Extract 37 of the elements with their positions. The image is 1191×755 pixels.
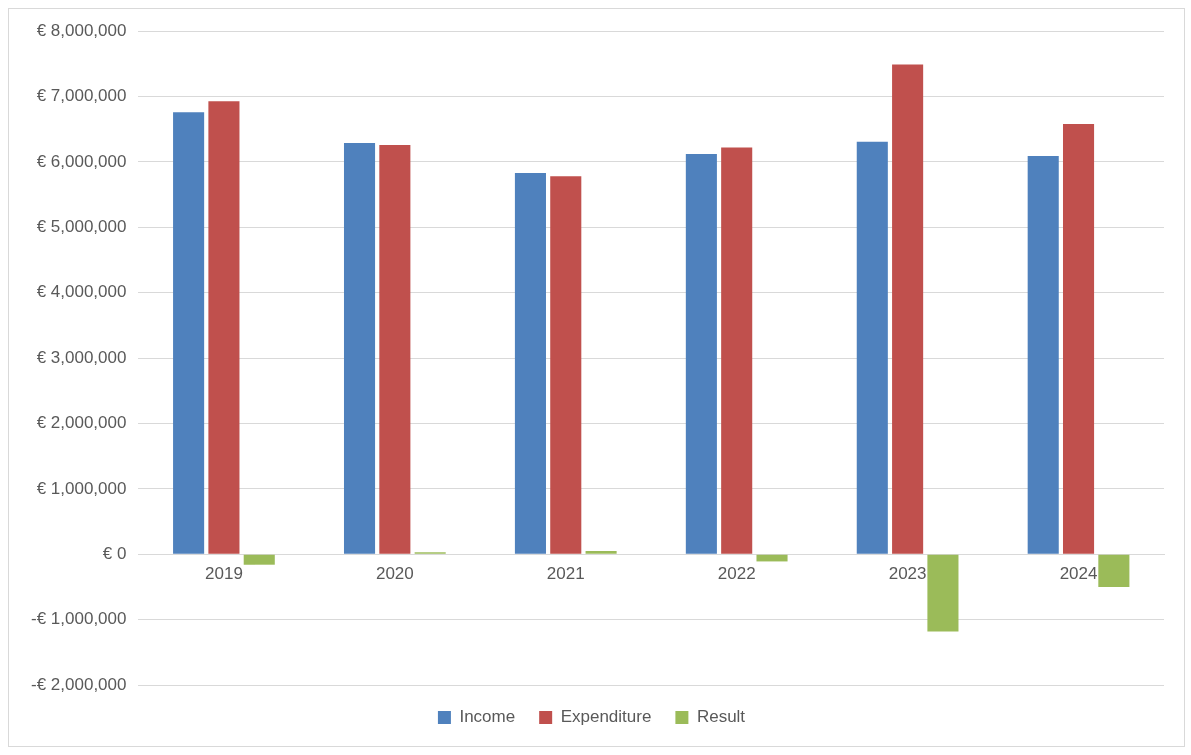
bar [721,147,753,554]
y-tick-label: € 8,000,000 [36,20,127,40]
y-tick-label: -€ 1,000,000 [31,609,127,629]
y-tick-label: -€ 2,000,000 [31,674,127,694]
bar [173,112,205,554]
bar [379,144,411,554]
y-tick-label: € 0 [102,543,127,563]
bar [685,154,717,554]
x-tick-label: 2024 [1059,564,1098,584]
bar [514,173,546,554]
y-tick-label: € 6,000,000 [36,151,127,171]
bar [1027,156,1059,554]
bar [550,176,582,554]
bar [585,550,617,554]
legend-label: Result [696,707,746,727]
bar [208,101,240,554]
bar [856,141,888,554]
bar [243,554,275,565]
x-tick-label: 2019 [205,564,243,584]
y-tick-label: € 1,000,000 [36,478,127,498]
bar [756,554,788,562]
x-tick-label: 2020 [375,564,414,584]
x-tick-label: 2021 [546,564,585,584]
y-tick-label: € 5,000,000 [36,217,127,237]
bar [927,554,959,632]
bar [892,64,924,554]
y-tick-label: € 3,000,000 [36,347,127,367]
x-tick-label: 2022 [717,564,756,584]
legend-label: Income [459,707,516,727]
bar [1063,124,1095,554]
y-tick-label: € 2,000,000 [36,413,127,433]
y-tick-label: € 7,000,000 [36,86,127,106]
bar [343,143,376,554]
y-tick-label: € 4,000,000 [36,282,127,302]
x-tick-label: 2023 [888,564,927,584]
bar [1098,554,1130,587]
legend-label: Expenditure [560,707,652,727]
